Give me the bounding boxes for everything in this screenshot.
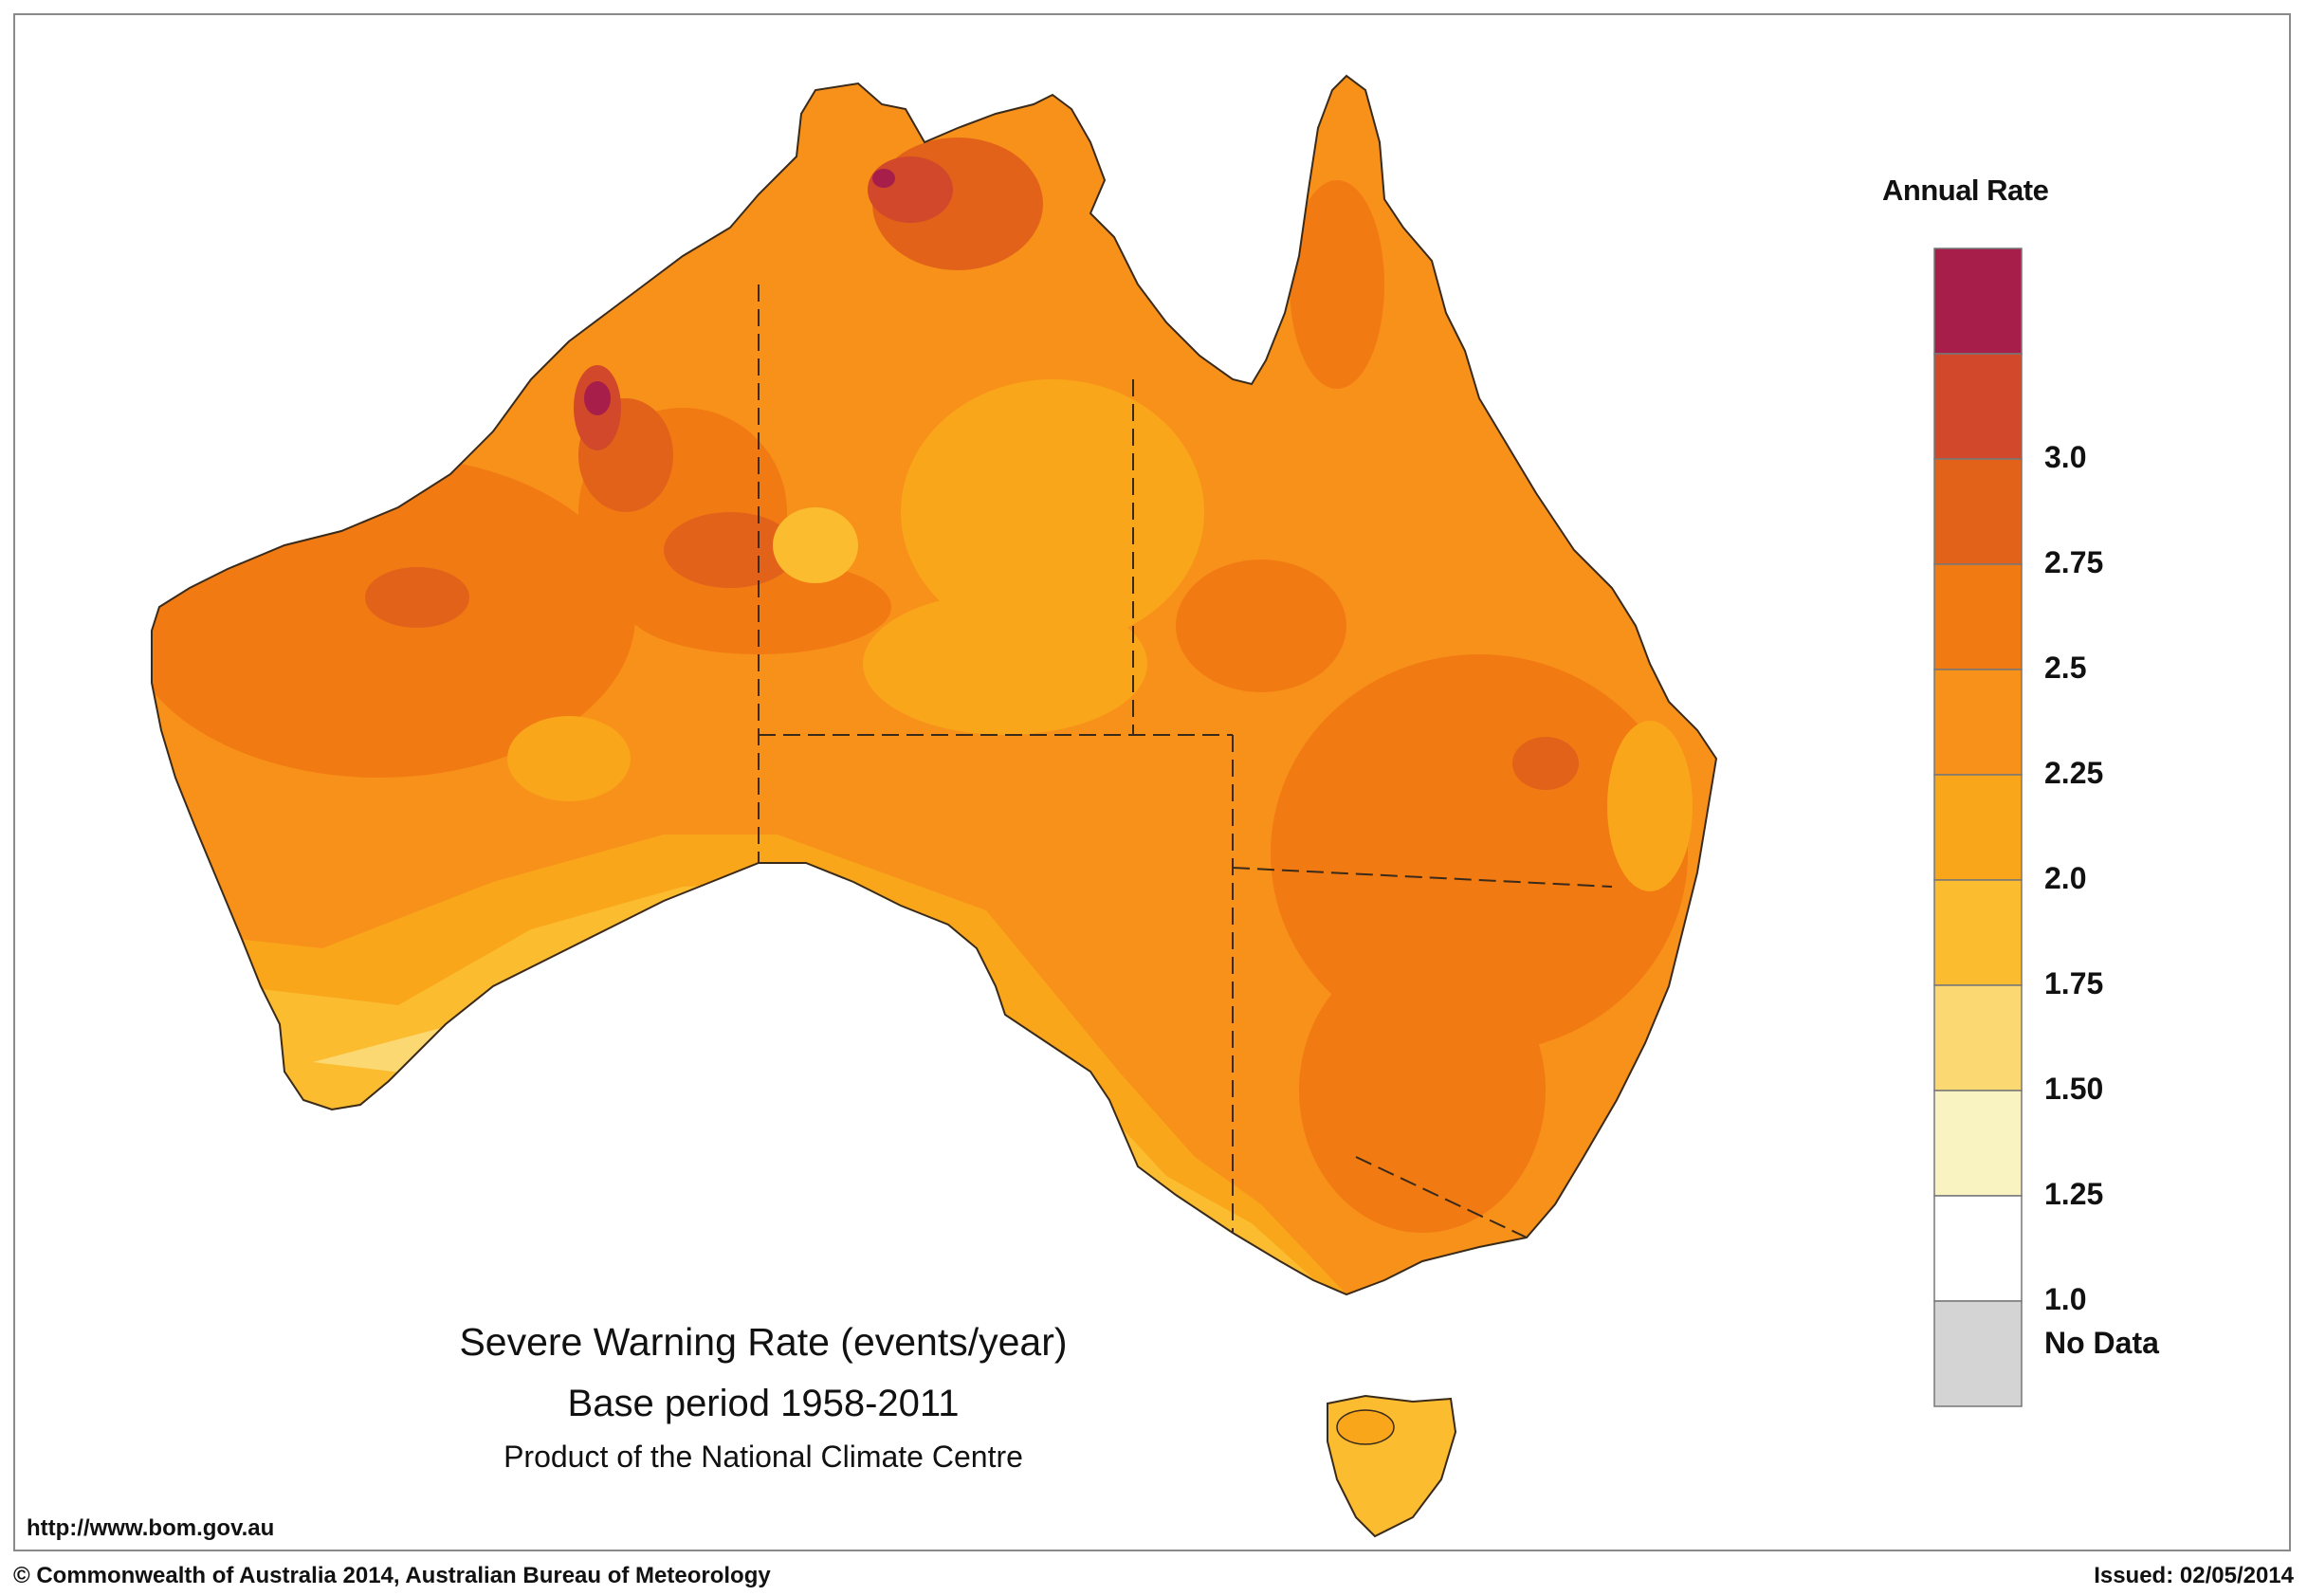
contour-region (584, 381, 611, 415)
nsw-vic-border (1355, 1156, 1528, 1238)
contour-region (863, 593, 1147, 735)
contour-region (868, 156, 953, 223)
legend-tick-label: 2.5 (2044, 651, 2087, 685)
contour-region (1290, 180, 1384, 389)
legend-swatch (1933, 984, 2023, 1092)
legend-swatch (1933, 563, 2023, 670)
legend-swatch (1933, 879, 2023, 986)
legend-swatch (1933, 1090, 2023, 1197)
contour-region (507, 716, 631, 801)
issued-date: Issued: 02/05/2014 (2094, 1563, 2294, 1588)
legend-tick-label: 3.0 (2044, 440, 2087, 474)
legend-tick-label: 1.75 (2044, 966, 2104, 1000)
state-borders (758, 284, 1613, 1238)
contour-region (872, 169, 895, 188)
contour-region (1271, 654, 1688, 1053)
legend-colorbar (1933, 248, 2023, 1407)
contour-region (1176, 560, 1346, 692)
contour-region (901, 379, 1204, 645)
copyright-notice: © Commonwealth of Australia 2014, Austra… (13, 1563, 771, 1588)
contour-region (664, 512, 796, 588)
legend-swatch (1933, 774, 2023, 881)
legend-tick-label: 1.50 (2044, 1072, 2104, 1106)
legend-swatch (1933, 458, 2023, 565)
legend-tick-label: 1.25 (2044, 1177, 2104, 1211)
legend-tick-label: 2.25 (2044, 756, 2104, 790)
contour-region (365, 567, 469, 628)
legend-tick-label: 1.0 (2044, 1282, 2087, 1316)
contour-region (1512, 737, 1579, 790)
contour-region (773, 507, 858, 583)
contour-region (1336, 1409, 1395, 1445)
legend-no-data-swatch (1933, 1300, 2023, 1407)
map-caption-period: Base period 1958-2011 (567, 1383, 960, 1424)
legend-swatch (1933, 669, 2023, 776)
legend-tick-label: 2.75 (2044, 545, 2104, 579)
legend-swatch (1933, 353, 2023, 460)
legend-no-data-label: No Data (2044, 1326, 2159, 1360)
legend-title: Annual Rate (1882, 174, 2049, 207)
map-caption-title: Severe Warning Rate (events/year) (459, 1320, 1068, 1364)
contour-region (1299, 948, 1546, 1233)
tasmania (1327, 1394, 1457, 1538)
source-url: http://www.bom.gov.au (27, 1515, 275, 1541)
qld-nsw-border (1232, 867, 1613, 888)
map-caption-product: Product of the National Climate Centre (504, 1440, 1023, 1474)
legend-tick-label: 2.0 (2044, 861, 2087, 895)
legend-swatch (1933, 1195, 2023, 1302)
contour-region (1607, 721, 1693, 891)
legend-swatch (1933, 248, 2023, 355)
